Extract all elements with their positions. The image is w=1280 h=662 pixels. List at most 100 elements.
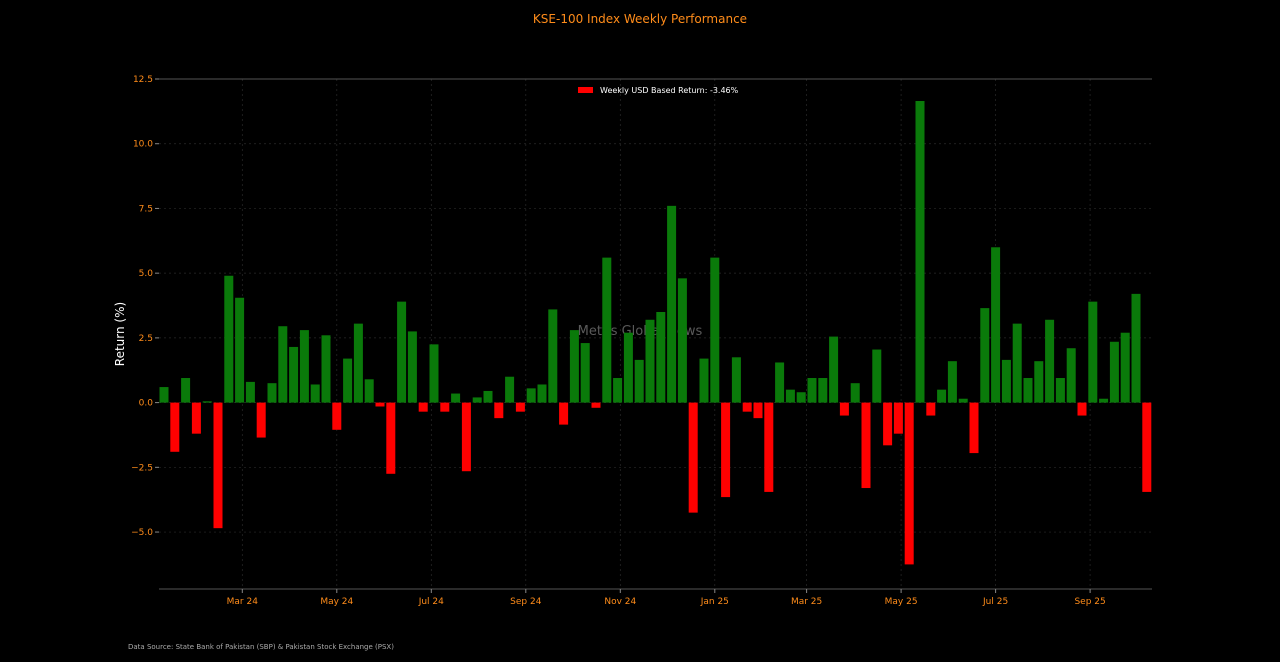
y-tick-label: 0.0	[139, 399, 154, 409]
x-tick-labels: Mar 24 May 24 Jul 24 Sep 24 Nov 24 Jan 25 Mar …	[227, 589, 1106, 607]
bar	[775, 362, 785, 403]
bar	[742, 402, 752, 412]
x-tick-label: Sep 25	[1074, 597, 1105, 607]
bar	[1055, 378, 1065, 403]
bar	[159, 387, 169, 403]
bar	[893, 402, 903, 434]
bar	[418, 402, 428, 412]
bar	[861, 402, 871, 489]
bar	[602, 257, 612, 403]
bar	[353, 323, 363, 403]
bar	[580, 343, 590, 403]
bar	[289, 346, 299, 403]
bar	[710, 257, 720, 403]
bar	[829, 336, 839, 403]
legend: Weekly USD Based Return: -3.46%	[578, 86, 739, 95]
bar	[645, 319, 655, 403]
bar	[451, 393, 461, 403]
bar	[494, 402, 504, 419]
bar	[537, 384, 547, 403]
bar	[472, 397, 482, 403]
bar	[764, 402, 774, 492]
bar	[699, 358, 709, 403]
x-tick-label: Jan 25	[700, 597, 729, 607]
bar	[375, 402, 385, 407]
y-tick-label: 5.0	[139, 269, 154, 279]
bar	[980, 308, 990, 403]
bar	[591, 402, 601, 408]
bar	[299, 330, 309, 403]
bar	[332, 402, 342, 430]
x-tick-label: May 25	[885, 597, 918, 607]
bar	[515, 402, 525, 412]
x-tick-label: Mar 25	[791, 597, 822, 607]
y-tick-label: 12.5	[133, 75, 153, 85]
x-tick-label: Mar 24	[227, 597, 259, 607]
bar	[947, 361, 957, 403]
bar	[483, 390, 493, 403]
bar	[321, 335, 331, 403]
bar	[656, 311, 666, 403]
bars	[159, 101, 1152, 565]
bar	[1099, 398, 1109, 403]
bar	[397, 301, 407, 403]
bar	[343, 358, 353, 403]
x-tick-label: Sep 24	[510, 597, 542, 607]
y-tick-label: −2.5	[131, 463, 153, 473]
bar	[191, 402, 201, 434]
bar	[796, 392, 806, 403]
bar	[850, 383, 860, 403]
bar	[505, 376, 515, 403]
bar	[883, 402, 893, 446]
bar	[1034, 361, 1044, 403]
bar	[407, 331, 417, 403]
bar	[440, 402, 450, 412]
bar	[1120, 332, 1130, 403]
bar	[1023, 378, 1033, 403]
bar	[1001, 359, 1011, 403]
legend-label: Weekly USD Based Return: -3.46%	[600, 86, 739, 95]
bar	[872, 349, 882, 403]
bar	[364, 379, 374, 403]
y-tick-label: −5.0	[131, 528, 153, 538]
bar	[1088, 301, 1098, 403]
bar	[926, 402, 936, 416]
x-tick-label: Nov 24	[604, 597, 636, 607]
x-tick-label: Jul 24	[418, 597, 444, 607]
bar	[634, 359, 644, 403]
y-tick-labels: −5.0 −2.5 0.0 2.5 5.0 7.5 10.0 12.5	[131, 75, 159, 538]
bar	[839, 402, 849, 416]
bar	[170, 402, 180, 452]
bar	[753, 402, 763, 419]
axes	[159, 78, 1152, 590]
bar	[969, 402, 979, 454]
bar	[461, 402, 471, 472]
bar	[721, 402, 731, 498]
bar	[677, 278, 687, 403]
y-axis-label: Return (%)	[113, 302, 127, 366]
bar	[310, 384, 320, 403]
bar	[548, 309, 558, 403]
bar	[181, 378, 191, 403]
bar	[731, 357, 741, 403]
bar	[958, 398, 968, 403]
bar	[429, 344, 439, 403]
bar	[613, 378, 623, 403]
bar	[386, 402, 396, 474]
bar	[667, 205, 677, 403]
bar	[224, 275, 234, 403]
bar	[991, 247, 1001, 403]
data-source-footnote: Data Source: State Bank of Pakistan (SBP…	[128, 643, 394, 651]
bar	[807, 378, 817, 403]
bar	[1077, 402, 1087, 416]
bar	[1066, 348, 1076, 403]
bar	[245, 381, 255, 403]
bar	[1012, 323, 1022, 403]
bar	[915, 101, 925, 403]
bar	[235, 297, 245, 403]
bar	[213, 402, 223, 529]
x-tick-label: May 24	[320, 597, 353, 607]
bar	[818, 378, 828, 403]
y-tick-label: 7.5	[139, 204, 153, 214]
